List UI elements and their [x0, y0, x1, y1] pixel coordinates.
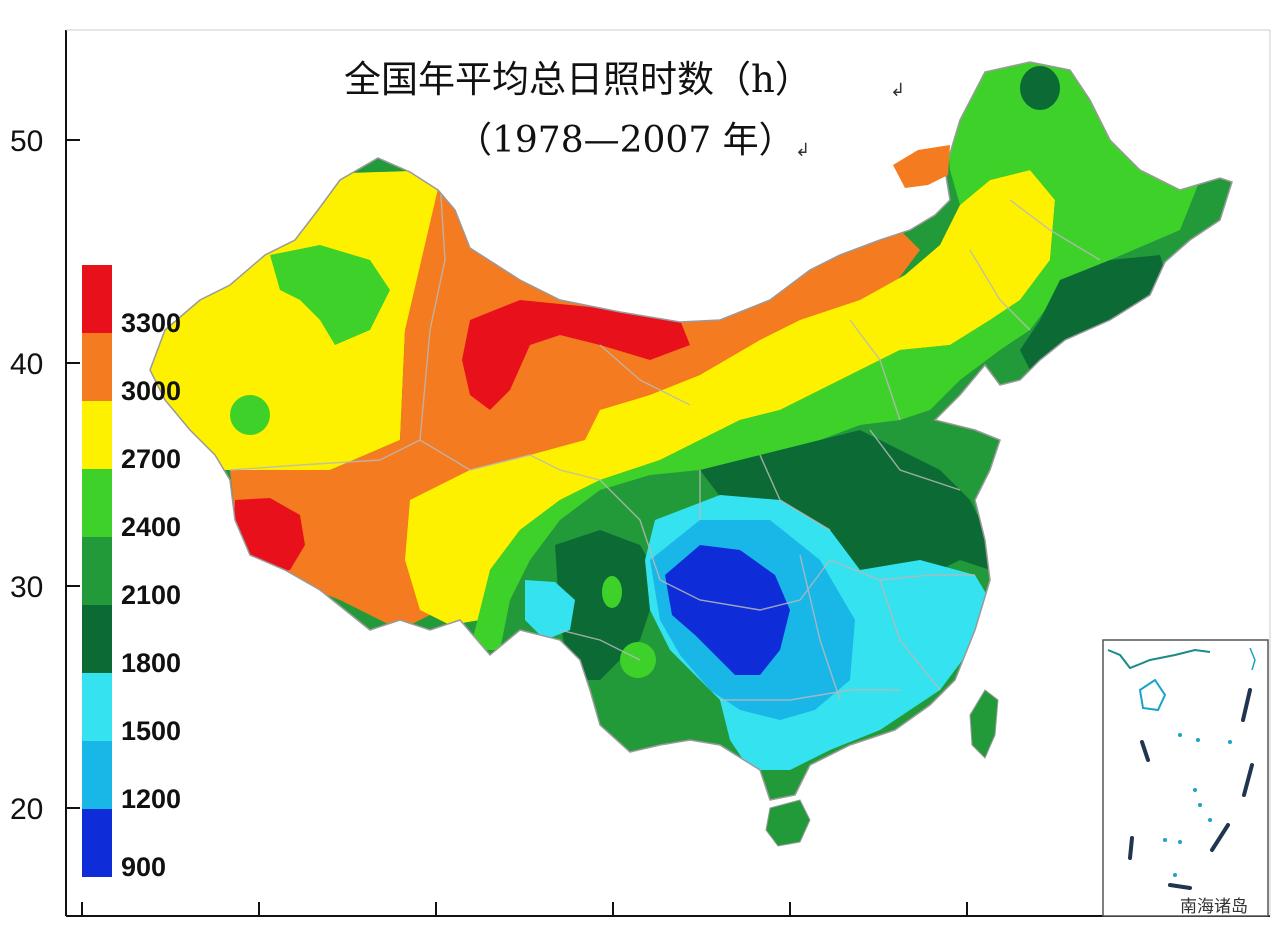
y-tick-label-40: 40: [10, 348, 43, 381]
inset-hainan-outline: [1138, 678, 1167, 712]
zone-deep-blue-sichuan-basin: [665, 545, 790, 675]
island-taiwan: [969, 689, 999, 759]
y-tick-label-30: 30: [10, 571, 43, 604]
zone-dark-green-central: [700, 430, 990, 580]
zone-light-green-sichuan-spot: [602, 576, 622, 608]
legend-swatch-8: [82, 741, 112, 809]
y-axis: 50 40 30 20: [10, 125, 80, 826]
legend-label-3300: 3300: [121, 308, 181, 338]
zone-orange-west-north: [230, 180, 920, 630]
zone-orange-hulunbuir: [893, 145, 950, 188]
zone-cyan-hengduan: [525, 580, 575, 640]
province-borders: [229, 179, 1101, 701]
title-line-1: 全国年平均总日照时数（h）: [344, 58, 812, 101]
legend-swatch-4: [82, 469, 112, 537]
legend-swatch-6: [82, 605, 112, 673]
inset-islands: [1163, 733, 1232, 877]
legend-label-1500: 1500: [121, 716, 181, 746]
zone-light-green-yunnan-spot: [620, 642, 656, 678]
legend-swatch-2: [82, 333, 112, 401]
south-china-sea-inset: 南海诸岛: [1102, 639, 1269, 917]
legend-swatch-3: [82, 401, 112, 469]
zone-dark-green-northeast: [1020, 255, 1170, 370]
island-hainan: [765, 799, 811, 847]
zone-red-inner-mongolia: [462, 300, 690, 410]
return-mark-1: ↲: [890, 80, 905, 101]
plot-frame: [65, 29, 1271, 917]
legend: 3300 3000 2700 2400 2100 1800 1500 1200 900: [82, 265, 181, 882]
inset-label-south-china-sea-islands: 南海诸岛: [1180, 897, 1248, 917]
return-mark-2: ↲: [795, 140, 810, 161]
y-tick-label-50: 50: [10, 125, 43, 158]
legend-swatch-7: [82, 673, 112, 741]
legend-label-2100: 2100: [121, 580, 181, 610]
zone-dark-green-daxinganling: [1020, 66, 1060, 110]
zone-light-green-tarim-spot: [230, 395, 270, 435]
legend-label-1800: 1800: [121, 648, 181, 678]
legend-swatch-9: [82, 809, 112, 877]
legend-label-3000: 3000: [121, 376, 181, 406]
zone-light-green-xinjiang: [270, 245, 390, 345]
x-axis: [81, 902, 1145, 916]
zone-yellow-central: [405, 170, 1055, 625]
china-sunshine-map: [149, 61, 1233, 847]
legend-label-2400: 2400: [121, 512, 181, 542]
legend-swatch-1: [82, 265, 112, 333]
legend-label-1200: 1200: [121, 784, 181, 814]
inset-coastline: [1107, 648, 1211, 670]
inset-nine-dash-line: [1128, 688, 1254, 890]
legend-label-900: 900: [121, 852, 166, 882]
y-tick-label-20: 20: [10, 793, 43, 826]
title-line-2: （1978—2007 年）: [456, 120, 795, 161]
legend-label-2700: 2700: [121, 444, 181, 474]
inset-taiwan-outline: [1249, 647, 1256, 671]
map-title: 全国年平均总日照时数（h） （1978—2007 年） ↲ ↲: [344, 58, 905, 161]
legend-swatch-5: [82, 537, 112, 605]
